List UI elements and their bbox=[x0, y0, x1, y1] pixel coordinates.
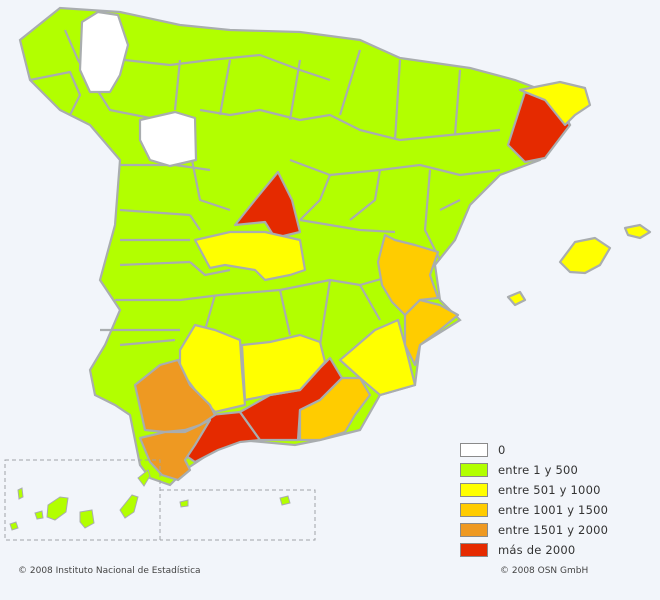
province-madrid bbox=[233, 170, 302, 240]
legend-label: entre 1 y 500 bbox=[498, 463, 579, 477]
province-baleares-mallorca bbox=[558, 236, 612, 275]
province-almeria bbox=[298, 376, 372, 442]
legend-item: entre 1501 y 2000 bbox=[460, 520, 608, 540]
legend-item: 0 bbox=[460, 440, 608, 460]
credit-osn: © 2008 OSN GmbH bbox=[500, 566, 589, 576]
province-borders bbox=[29, 29, 501, 347]
legend-swatch bbox=[460, 503, 488, 517]
legend-item: entre 501 y 1000 bbox=[460, 480, 608, 500]
legend-label: más de 2000 bbox=[498, 543, 576, 557]
province-valencia bbox=[376, 233, 440, 317]
legend-swatch bbox=[460, 543, 488, 557]
legend-item: entre 1001 y 1500 bbox=[460, 500, 608, 520]
legend-item: entre 1 y 500 bbox=[460, 460, 608, 480]
province-murcia-albacete bbox=[338, 318, 417, 397]
province-alicante bbox=[403, 298, 460, 367]
legend-label: entre 1001 y 1500 bbox=[498, 503, 609, 517]
legend-swatch bbox=[460, 463, 488, 477]
canary-islands-inset bbox=[4, 459, 316, 541]
map-legend: 0 entre 1 y 500 entre 501 y 1000 entre 1… bbox=[460, 440, 608, 560]
legend-swatch bbox=[460, 523, 488, 537]
province-toledo bbox=[193, 230, 307, 282]
province-cadiz bbox=[138, 418, 212, 482]
legend-item: más de 2000 bbox=[460, 540, 608, 560]
province-barcelona-tarragona bbox=[518, 80, 592, 127]
province-jaen bbox=[240, 333, 327, 402]
credit-ine: © 2008 Instituto Nacional de Estadística bbox=[18, 566, 201, 576]
province-leon bbox=[138, 110, 198, 168]
legend-label: 0 bbox=[498, 443, 506, 457]
province-baleares-menorca bbox=[623, 223, 652, 240]
legend-swatch bbox=[460, 443, 488, 457]
legend-swatch bbox=[460, 483, 488, 497]
legend-label: entre 1501 y 2000 bbox=[498, 523, 609, 537]
legend-label: entre 501 y 1000 bbox=[498, 483, 601, 497]
province-lugo bbox=[78, 10, 130, 94]
province-baleares-ibiza bbox=[506, 290, 527, 307]
province-sevilla bbox=[133, 358, 217, 434]
